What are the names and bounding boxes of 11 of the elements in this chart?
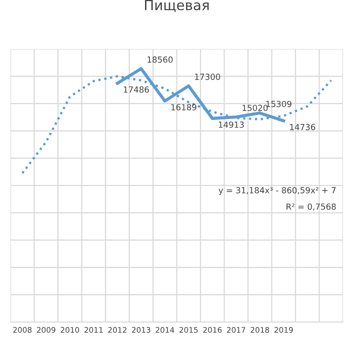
annotation: y = 31,184x³ - 860,59x² + 7 bbox=[218, 187, 336, 195]
chart-title: Пищевая bbox=[145, 0, 209, 12]
data-label: 14736 bbox=[290, 124, 316, 130]
data-label: 15020 bbox=[242, 104, 268, 112]
data-label: 14913 bbox=[218, 121, 244, 128]
data-label: 15309 bbox=[266, 100, 292, 108]
data-label: 17486 bbox=[124, 86, 149, 93]
data-label: 18560 bbox=[148, 56, 173, 63]
data-label: 16189 bbox=[171, 104, 196, 110]
data-label: 17300 bbox=[195, 74, 220, 80]
annotation: R² = 0,7568 bbox=[286, 203, 336, 211]
